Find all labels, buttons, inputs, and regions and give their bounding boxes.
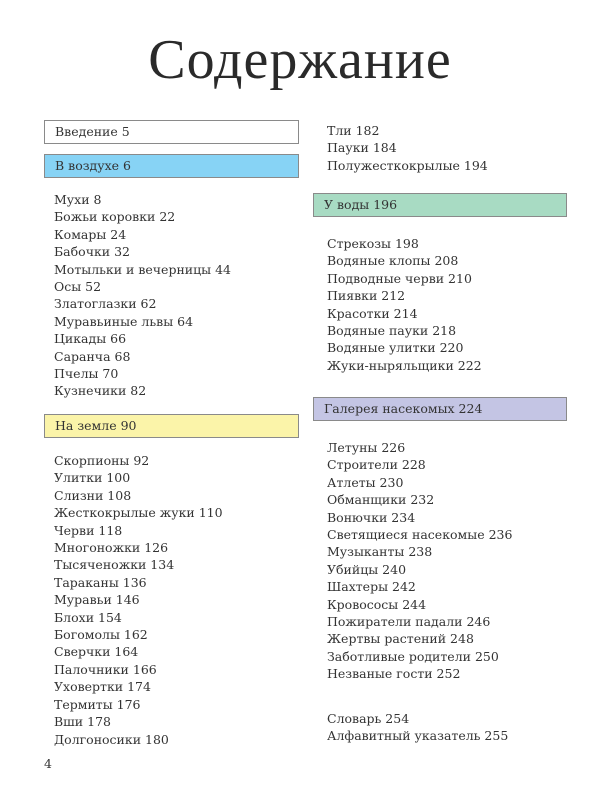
toc-entry[interactable]: Жесткокрылые жуки 110 <box>54 505 223 521</box>
section-intro[interactable]: Введение 5 <box>44 120 299 144</box>
toc-entry[interactable]: Осы 52 <box>54 279 102 295</box>
toc-entry[interactable]: Муравьиные львы 64 <box>54 313 194 329</box>
toc-entry[interactable]: Словарь 254 <box>327 711 410 726</box>
toc-entry[interactable]: Алфавитный указатель 255 <box>327 728 509 744</box>
ground-list-continued: Тли 182 Пауки 184 Полужесткокрылые 194 <box>327 122 488 174</box>
toc-entry[interactable]: Цикады 66 <box>54 331 127 347</box>
toc-entry[interactable]: Муравьи 146 <box>54 592 140 608</box>
toc-entry[interactable]: Палочники 166 <box>54 661 157 677</box>
toc-entry[interactable]: Музыканты 238 <box>327 544 433 560</box>
toc-entry[interactable]: Тараканы 136 <box>54 574 147 590</box>
toc-entry[interactable]: Тли 182 <box>327 123 380 138</box>
toc-entry[interactable]: Кузнечики 82 <box>54 383 147 399</box>
toc-entry[interactable]: Водяные клопы 208 <box>327 253 459 269</box>
gallery-list: Летуны 226 Строители 228 Атлеты 230 Обманщи… <box>327 439 512 683</box>
toc-entry[interactable]: Многоножки 126 <box>54 540 169 556</box>
toc-entry[interactable]: Строители 228 <box>327 457 426 473</box>
toc-entry[interactable]: Заботливые родители 250 <box>327 648 499 664</box>
toc-entry[interactable]: Пауки 184 <box>327 140 397 156</box>
toc-entry[interactable]: Жуки-ныряльщики 222 <box>327 357 482 373</box>
section-gallery[interactable]: Галерея насекомых 224 <box>313 397 567 421</box>
toc-entry[interactable]: Мотыльки и вечерницы 44 <box>54 261 231 277</box>
section-ground[interactable]: На земле 90 <box>44 414 299 438</box>
toc-entry[interactable]: Вши 178 <box>54 714 111 730</box>
toc-entry[interactable]: Термиты 176 <box>54 696 141 712</box>
toc-entry[interactable]: Улитки 100 <box>54 470 131 486</box>
toc-entry[interactable]: Водяные пауки 218 <box>327 323 457 339</box>
toc-entry[interactable]: Долгоносики 180 <box>54 731 169 747</box>
section-water[interactable]: У воды 196 <box>313 193 567 217</box>
air-list: Мухи 8 Божьи коровки 22 Комары 24 Бабочки 3… <box>54 191 231 400</box>
toc-entry[interactable]: Красотки 214 <box>327 305 418 321</box>
ground-list: Скорпионы 92 Улитки 100 Слизни 108 Жесткокр… <box>54 452 223 748</box>
toc-entry[interactable]: Тысяченожки 134 <box>54 557 175 573</box>
toc-entry[interactable]: Саранча 68 <box>54 348 131 364</box>
toc-entry[interactable]: Блохи 154 <box>54 609 122 625</box>
toc-entry[interactable]: Пчелы 70 <box>54 366 119 382</box>
toc-entry[interactable]: Обманщики 232 <box>327 492 435 508</box>
page-title: Содержание <box>148 29 452 91</box>
toc-entry[interactable]: Вонючки 234 <box>327 509 416 525</box>
toc-entry[interactable]: Атлеты 230 <box>327 474 404 490</box>
toc-entry[interactable]: Пожиратели падали 246 <box>327 614 491 630</box>
toc-entry[interactable]: Уховертки 174 <box>54 679 151 695</box>
toc-entry[interactable]: Убийцы 240 <box>327 561 407 577</box>
toc-entry[interactable]: Черви 118 <box>54 522 123 538</box>
toc-entry[interactable]: Незваные гости 252 <box>327 666 461 682</box>
page-number: 4 <box>44 756 52 771</box>
section-air[interactable]: В воздухе 6 <box>44 154 299 178</box>
toc-entry[interactable]: Бабочки 32 <box>54 244 130 260</box>
toc-entry[interactable]: Мухи 8 <box>54 192 102 207</box>
toc-entry[interactable]: Шахтеры 242 <box>327 579 416 595</box>
toc-entry[interactable]: Божьи коровки 22 <box>54 209 176 225</box>
toc-entry[interactable]: Стрекозы 198 <box>327 236 419 251</box>
toc-entry[interactable]: Жертвы растений 248 <box>327 631 474 647</box>
toc-entry[interactable]: Полужесткокрылые 194 <box>327 157 488 173</box>
toc-entry[interactable]: Летуны 226 <box>327 440 406 455</box>
toc-entry[interactable]: Златоглазки 62 <box>54 296 157 312</box>
toc-entry[interactable]: Кровососы 244 <box>327 596 427 612</box>
toc-entry[interactable]: Комары 24 <box>54 226 127 242</box>
back-matter-list: Словарь 254 Алфавитный указатель 255 <box>327 710 508 745</box>
toc-entry[interactable]: Богомолы 162 <box>54 627 148 643</box>
toc-entry[interactable]: Пиявки 212 <box>327 288 406 304</box>
toc-entry[interactable]: Водяные улитки 220 <box>327 340 464 356</box>
toc-entry[interactable]: Подводные черви 210 <box>327 270 472 286</box>
toc-entry[interactable]: Светящиеся насекомые 236 <box>327 527 513 543</box>
water-list: Стрекозы 198 Водяные клопы 208 Подводные ч… <box>327 235 482 374</box>
toc-entry[interactable]: Сверчки 164 <box>54 644 139 660</box>
toc-entry[interactable]: Слизни 108 <box>54 487 132 503</box>
toc-entry[interactable]: Скорпионы 92 <box>54 453 150 468</box>
